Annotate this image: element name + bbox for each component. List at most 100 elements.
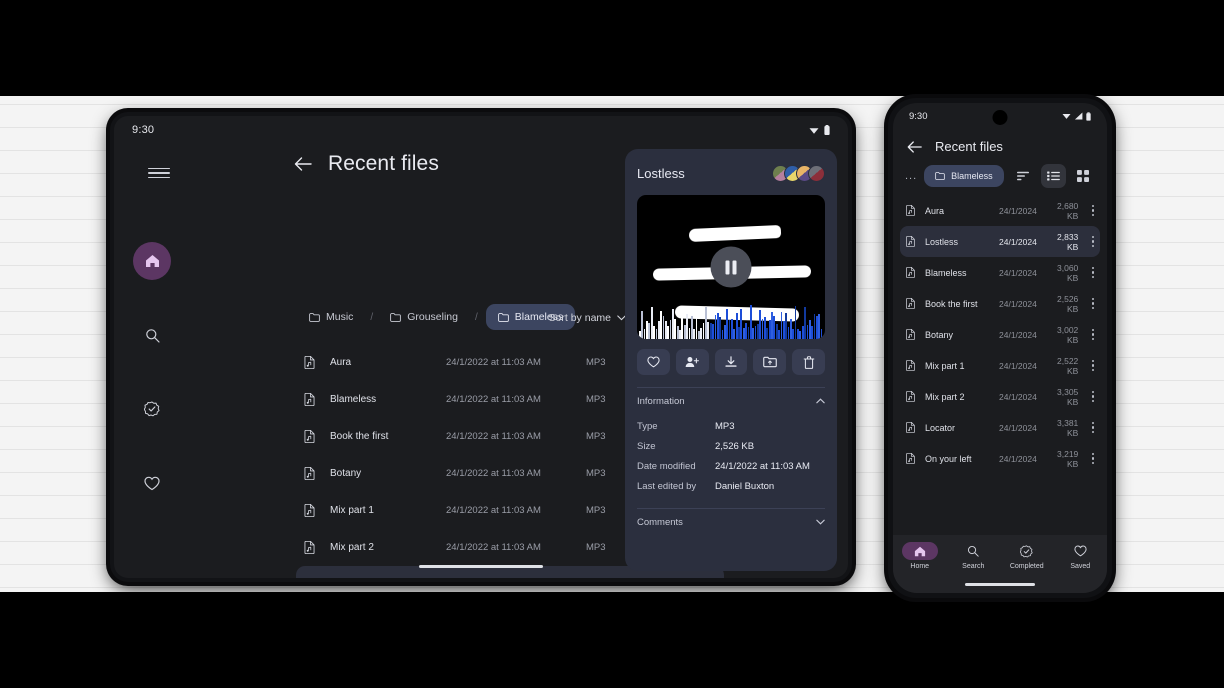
pause-icon[interactable] (710, 246, 752, 288)
comments-section-header[interactable]: Comments (637, 509, 825, 535)
nav-item-saved[interactable]: Saved (1054, 542, 1108, 570)
back-arrow-icon[interactable] (294, 157, 312, 171)
rail-item-search[interactable] (114, 310, 190, 360)
file-size: 3,002 KB (1057, 324, 1079, 345)
list-item[interactable]: Book the first 24/1/2024 2,526 KB (900, 288, 1100, 319)
waveform-bar (721, 330, 724, 339)
list-item[interactable]: On your left 24/1/2024 3,219 KB (900, 443, 1100, 474)
music-file-icon (906, 329, 925, 340)
music-file-icon (304, 467, 330, 480)
list-item[interactable]: Mix part 2 24/1/2024 3,305 KB (900, 381, 1100, 412)
row-overflow-button[interactable] (1087, 236, 1099, 247)
breadcrumb-item-music[interactable]: Music (300, 306, 362, 328)
waveform-bar (773, 315, 776, 339)
back-arrow-icon[interactable] (907, 140, 922, 153)
grid-view-button[interactable] (1071, 164, 1096, 188)
row-overflow-button[interactable] (1087, 453, 1099, 464)
rail-item-home[interactable] (114, 236, 190, 286)
music-file-icon (906, 422, 925, 433)
list-item[interactable]: Locator 24/1/2024 3,381 KB (900, 412, 1100, 443)
file-type: MP3 (586, 468, 606, 479)
waveform-bar (818, 313, 821, 339)
row-overflow-button[interactable] (1087, 422, 1099, 433)
waveform-bar (804, 306, 806, 339)
avatar[interactable] (808, 164, 825, 182)
file-name: Lostless (925, 236, 959, 247)
delete-button[interactable] (792, 349, 825, 375)
information-rows: Type MP3 Size 2,526 KB Date modified 24/1/202… (637, 416, 825, 496)
music-file-icon (906, 205, 915, 216)
share-button[interactable] (675, 349, 709, 375)
file-date: 24/1/2024 (999, 391, 1037, 402)
music-file-icon (906, 267, 915, 278)
signal-icon (1074, 112, 1083, 120)
row-overflow-button[interactable] (1087, 298, 1099, 309)
row-overflow-button[interactable] (1087, 391, 1099, 402)
guide-line (0, 104, 1224, 105)
music-file-icon (906, 391, 925, 402)
waveform-bar (646, 320, 648, 339)
waveform-bar (787, 327, 790, 339)
row-overflow-button[interactable] (1087, 329, 1099, 340)
file-date: 24/1/2024 (999, 422, 1037, 433)
row-overflow-button[interactable] (1087, 267, 1099, 278)
list-item[interactable]: Blameless 24/1/2024 3,060 KB (900, 257, 1100, 288)
sort-button[interactable]: Sort by name (549, 312, 626, 324)
breadcrumb-item-blameless[interactable]: Blameless (924, 165, 1004, 187)
information-section-header[interactable]: Information (637, 388, 825, 414)
chevron-up-icon (816, 398, 825, 404)
rail-item-saved[interactable] (114, 458, 190, 508)
waveform-bar (775, 323, 778, 339)
chip-label: Blameless (951, 171, 993, 181)
row-overflow-button[interactable] (1087, 360, 1099, 371)
hamburger-menu-icon[interactable] (148, 162, 170, 184)
waveform-bar (759, 309, 762, 339)
waveform-bar (719, 317, 721, 339)
waveform-bar (728, 319, 731, 339)
info-row: Date modified 24/1/2022 at 11:03 AM (637, 456, 825, 476)
music-file-icon (304, 393, 330, 406)
list-view-button[interactable] (1040, 164, 1066, 188)
audio-waveform[interactable] (637, 303, 825, 339)
breadcrumb-overflow-button[interactable]: ... (905, 170, 918, 182)
nav-item-completed[interactable]: Completed (1000, 542, 1054, 570)
album-art[interactable] (637, 195, 825, 339)
heart-icon (1062, 542, 1098, 560)
status-icons (809, 125, 830, 135)
download-button[interactable] (714, 349, 748, 375)
favorite-button[interactable] (637, 349, 670, 375)
row-overflow-button[interactable] (1087, 205, 1099, 216)
nav-item-search[interactable]: Search (947, 542, 1001, 570)
breadcrumb-item-blameless[interactable]: Blameless (485, 304, 576, 330)
breadcrumb: Music / Grouseling / Blameless (300, 304, 576, 330)
file-name: Mix part 2 (330, 542, 374, 553)
gesture-bar[interactable] (965, 583, 1035, 586)
nav-label: Completed (1009, 563, 1044, 570)
check-badge-icon (144, 401, 160, 417)
waveform-bar (766, 328, 769, 339)
list-item[interactable]: Aura 24/1/2024 2,680 KB (900, 195, 1100, 226)
nav-item-home[interactable]: Home (893, 542, 947, 570)
waveform-bar (747, 327, 750, 339)
waveform-bar (726, 309, 729, 339)
page-title: Recent files (328, 152, 439, 175)
list-item[interactable]: Mix part 1 24/1/2024 2,522 KB (900, 350, 1100, 381)
sort-button[interactable] (1011, 164, 1036, 188)
person-add-icon (685, 357, 700, 367)
list-item[interactable]: Botany 24/1/2024 3,002 KB (900, 319, 1100, 350)
waveform-bar (768, 319, 771, 339)
list-item[interactable]: Lostless 24/1/2024 2,833 KB (900, 226, 1100, 257)
file-type: MP3 (586, 542, 606, 553)
move-to-folder-button[interactable] (753, 349, 787, 375)
gesture-bar[interactable] (419, 565, 543, 568)
waveform-bar (712, 323, 714, 339)
waveform-bar (735, 313, 738, 339)
breadcrumb-item-grouseling[interactable]: Grouseling (381, 306, 467, 328)
status-time: 9:30 (132, 124, 155, 136)
rail-item-completed[interactable] (114, 384, 190, 434)
waveform-bar (657, 320, 660, 339)
collaborator-avatars[interactable] (772, 164, 825, 182)
info-key: Date modified (637, 460, 696, 472)
divider (637, 387, 825, 388)
